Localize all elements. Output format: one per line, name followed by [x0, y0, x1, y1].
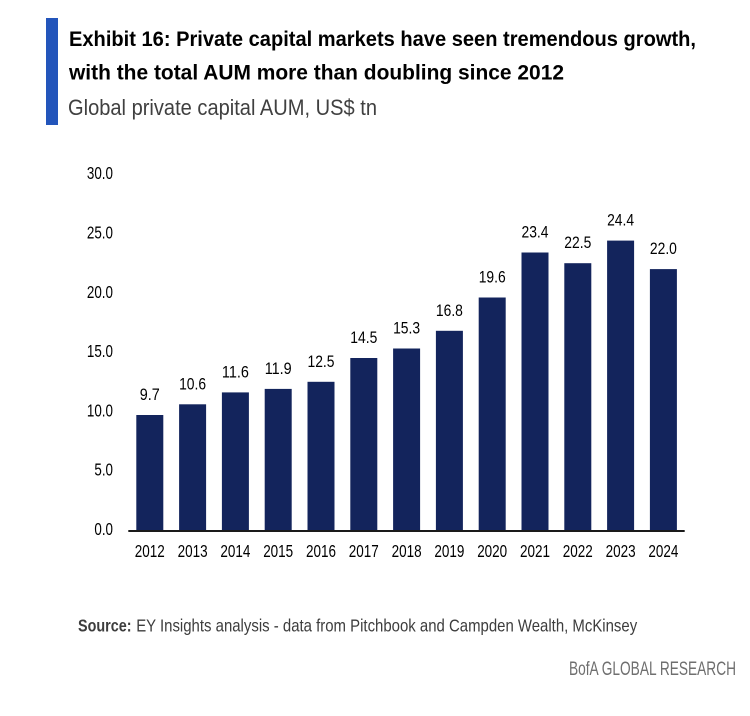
svg-text:11.6: 11.6	[222, 362, 249, 381]
svg-text:24.4: 24.4	[607, 211, 634, 230]
svg-text:15.3: 15.3	[393, 319, 420, 338]
svg-text:2017: 2017	[349, 541, 379, 561]
svg-text:14.5: 14.5	[350, 328, 377, 347]
svg-text:BofA GLOBAL RESEARCH: BofA GLOBAL RESEARCH	[569, 658, 736, 680]
svg-text:12.5: 12.5	[308, 352, 335, 371]
svg-text:2023: 2023	[606, 541, 636, 561]
svg-text:Source:: Source:	[78, 616, 132, 636]
svg-text:2012: 2012	[135, 541, 165, 561]
svg-text:25.0: 25.0	[87, 223, 113, 243]
svg-text:22.0: 22.0	[650, 239, 677, 258]
svg-text:16.8: 16.8	[436, 301, 463, 320]
svg-text:2015: 2015	[263, 541, 293, 561]
svg-text:Global private capital AUM, US: Global private capital AUM, US$ tn	[68, 95, 377, 120]
svg-text:15.0: 15.0	[87, 341, 113, 361]
svg-text:2024: 2024	[648, 541, 678, 561]
svg-text:Exhibit 16: Private capital ma: Exhibit 16: Private capital markets have…	[69, 27, 696, 51]
svg-text:11.9: 11.9	[265, 359, 292, 378]
svg-text:5.0: 5.0	[94, 460, 113, 480]
svg-text:10.6: 10.6	[179, 374, 206, 393]
svg-text:20.0: 20.0	[87, 282, 113, 302]
svg-text:2013: 2013	[178, 541, 208, 561]
svg-text:2016: 2016	[306, 541, 336, 561]
svg-text:2019: 2019	[434, 541, 464, 561]
svg-text:with the total AUM more than d: with the total AUM more than doubling si…	[68, 61, 564, 85]
svg-text:2014: 2014	[220, 541, 250, 561]
svg-text:23.4: 23.4	[522, 223, 549, 242]
svg-text:9.7: 9.7	[140, 385, 160, 404]
svg-text:2021: 2021	[520, 541, 550, 561]
svg-text:10.0: 10.0	[87, 400, 113, 420]
svg-text:2022: 2022	[563, 541, 593, 561]
svg-text:19.6: 19.6	[479, 268, 506, 287]
svg-text:22.5: 22.5	[564, 233, 591, 252]
svg-text:2018: 2018	[392, 541, 422, 561]
svg-text:EY Insights analysis - data fr: EY Insights analysis - data from Pitchbo…	[136, 616, 637, 636]
svg-text:2020: 2020	[477, 541, 507, 561]
svg-text:0.0: 0.0	[94, 519, 113, 539]
svg-text:30.0: 30.0	[87, 163, 113, 183]
